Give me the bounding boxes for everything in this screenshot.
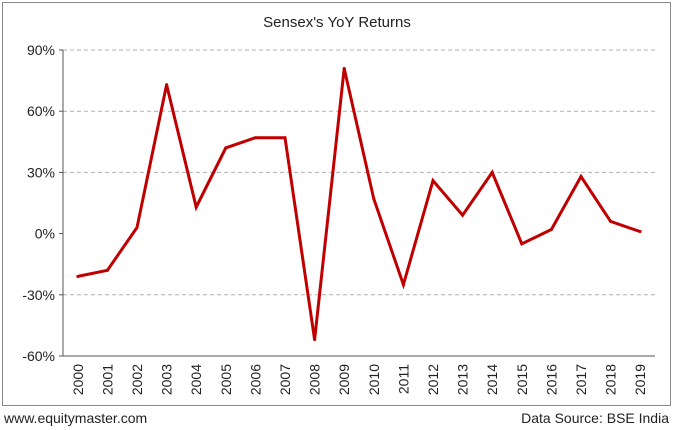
x-tick-label: 2001 (99, 364, 115, 395)
data-point (224, 146, 228, 150)
x-tick-label: 2013 (455, 364, 471, 395)
data-point (194, 205, 198, 209)
y-tick-label: 0% (35, 226, 55, 242)
data-point (520, 242, 524, 246)
data-point (401, 283, 405, 287)
x-tick-label: 2004 (188, 364, 204, 395)
data-point (549, 228, 553, 232)
y-tick-label: 90% (27, 42, 55, 58)
x-tick-label: 2012 (425, 364, 441, 395)
data-point (609, 219, 613, 223)
series-line (77, 68, 641, 340)
data-point (490, 170, 494, 174)
x-tick-label: 2008 (307, 364, 323, 395)
x-tick-label: 2016 (543, 364, 559, 395)
x-tick-label: 2000 (70, 364, 86, 395)
data-point (372, 197, 376, 201)
series-group (76, 66, 642, 342)
data-point (461, 213, 465, 217)
data-point (313, 338, 317, 342)
x-tick-label: 2015 (514, 364, 530, 395)
data-point (165, 83, 169, 87)
data-point (638, 230, 642, 234)
footer-source: Data Source: BSE India (521, 410, 669, 426)
x-tick-label: 2009 (336, 364, 352, 395)
y-tick-label: -60% (22, 348, 55, 364)
chart-frame (2, 2, 671, 406)
y-tick-labels: -60% -30% 0% 30% 60% 90% (22, 42, 55, 364)
line-chart: Sensex's YoY Returns -60% -30% 0% 30% 60% 90%… (22, 14, 655, 395)
footer-website: www.equitymaster.com (4, 410, 148, 426)
y-tick-label: -30% (22, 287, 55, 303)
data-point (579, 174, 583, 178)
data-point (342, 66, 346, 70)
x-tick-label: 2014 (484, 364, 500, 395)
chart-title: Sensex's YoY Returns (263, 14, 411, 31)
x-tick-label: 2017 (573, 364, 589, 395)
x-tick-label: 2005 (218, 364, 234, 395)
x-tick-label: 2018 (603, 364, 619, 395)
y-tick-label: 30% (27, 164, 55, 180)
data-point (105, 268, 109, 272)
axes (59, 49, 655, 357)
data-point (431, 179, 435, 183)
data-point (135, 225, 139, 229)
x-tick-label: 2002 (129, 364, 145, 395)
x-tick-label: 2019 (632, 364, 648, 395)
data-point (76, 274, 80, 278)
x-tick-label: 2010 (366, 364, 382, 395)
x-tick-label: 2003 (159, 364, 175, 395)
x-tick-label: 2007 (277, 364, 293, 395)
y-tick-label: 60% (27, 103, 55, 119)
x-tick-label: 2006 (247, 364, 263, 395)
x-tick-label: 2011 (395, 364, 411, 394)
x-tick-labels: 2000 2001 2002 2003 2004 2005 2006 2007 2008 2009… (70, 364, 648, 395)
data-point (253, 136, 257, 140)
gridlines (63, 49, 655, 296)
data-point (283, 136, 287, 140)
